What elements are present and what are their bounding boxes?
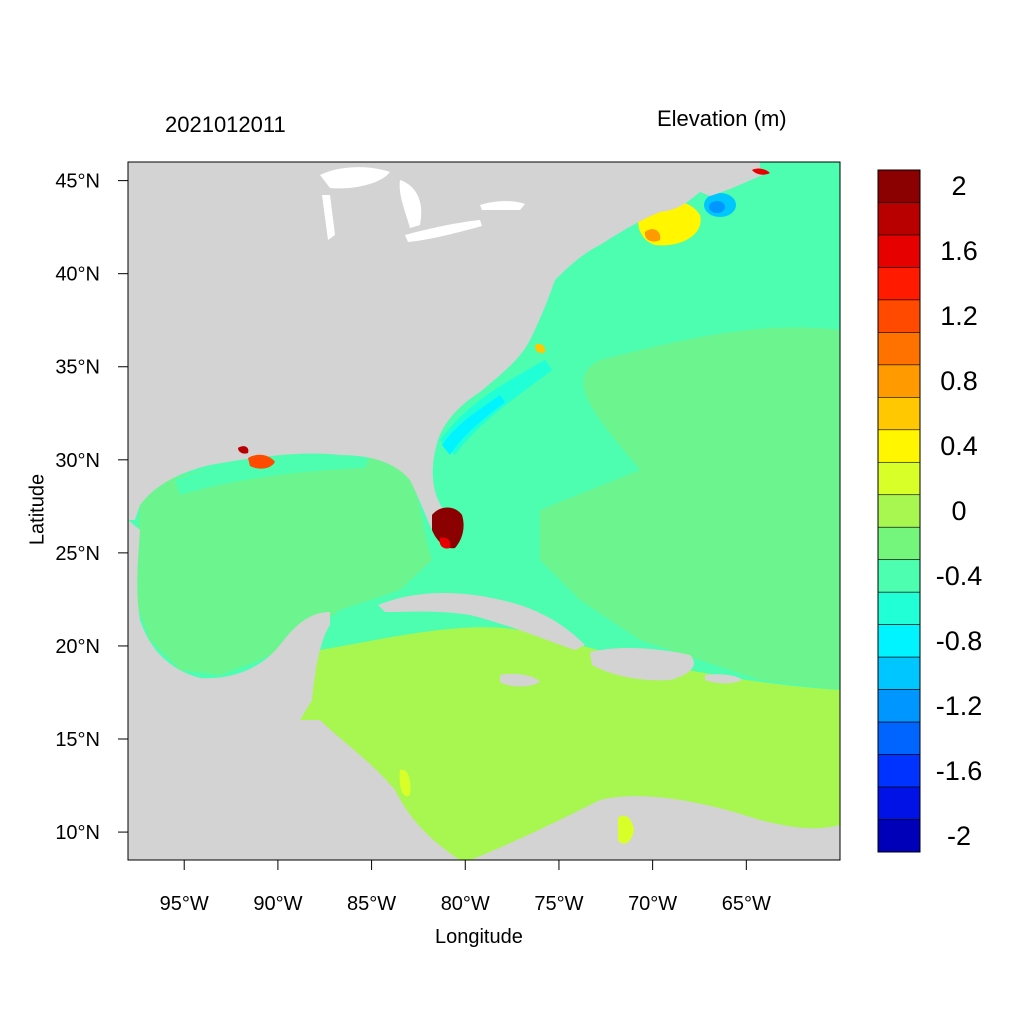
x-tick-label: 70°W [628,893,677,915]
legend-title: Elevation (m) [657,106,787,131]
gulf-north-shelf [175,454,370,495]
se-coast-minus08 [442,395,505,455]
colorbar-label: 1.2 [940,301,978,331]
x-tick-label: 95°W [160,893,209,915]
land-masses [128,162,840,860]
colorbar-level [877,494,921,528]
gulf-of-mexico [135,454,432,675]
colorbar-level [877,267,921,301]
colorbar-level [877,689,921,723]
colorbar-level [877,786,921,820]
x-tick-label: 90°W [253,893,302,915]
y-tick-label: 40°N [55,264,100,286]
colorbar-level [877,169,921,203]
colorbar-level [877,397,921,431]
nicaragua-coast-high [399,769,411,797]
colorbar-label: 1.6 [940,236,978,266]
colorbar-label: -0.4 [936,561,983,591]
y-tick-label: 25°N [55,543,100,565]
colorbar-label: -2 [947,821,971,851]
x-tick-label: 75°W [534,893,583,915]
north-america-land [128,162,760,541]
colorbar-label: 0.8 [940,366,978,396]
colorbar-label: -1.6 [936,756,983,786]
colorbar-level [877,429,921,463]
colorbar-level [877,819,921,853]
x-tick-label: 85°W [347,893,396,915]
y-tick-label: 45°N [55,171,100,193]
colorbar-label: 0 [951,496,966,526]
colorbar-label: 2 [951,171,966,201]
venezuela-gulf-high [618,815,634,844]
colorbar-frame [877,169,921,853]
central-america-land [128,720,460,860]
y-tick-label: 20°N [55,636,100,658]
timestamp-label: 2021012011 [165,112,286,137]
louisiana-surge [248,454,275,469]
louisiana-surge-core [238,446,249,454]
x-axis-label: Longitude [435,926,523,948]
south-florida-surge-edge [439,537,451,549]
colorbar-level [877,234,921,268]
colorbar-level [877,656,921,690]
colorbar-level [877,754,921,788]
lake-huron [399,180,422,228]
y-axis-ticks: 45°N 40°N 35°N 30°N 25°N 20°N 15°N 10°N [55,171,128,844]
mexico-land [128,520,330,720]
x-tick-label: 80°W [441,893,490,915]
south-florida-surge [432,507,464,549]
scotian-shelf-core [709,201,725,213]
y-tick-label: 10°N [55,822,100,844]
colorbar-level [877,299,921,333]
lake-erie [405,220,482,242]
map-frame [127,161,841,861]
y-tick-label: 30°N [55,450,100,472]
colorbar-level [877,721,921,755]
south-america-land [470,796,840,860]
x-tick-label: 65°W [722,893,771,915]
nova-scotia-land [700,168,770,196]
x-axis-ticks: 95°W 90°W 85°W 80°W 75°W 70°W 65°W [160,860,771,915]
colorbar-level [877,461,921,496]
lake-superior [320,167,390,189]
mid-atlantic-surge [535,343,546,354]
map-plot-area [128,162,840,860]
lake-ontario [480,201,525,210]
hispaniola-land [590,648,694,681]
gulf-of-maine-orange [644,229,661,242]
colorbar-level [877,591,921,625]
colorbar-level [877,364,921,398]
maine-surge [752,168,770,175]
puerto-rico-land [705,674,742,684]
colorbar-label: -0.8 [936,626,983,656]
colorbar-level [877,202,921,236]
colorbar-label: 0.4 [940,431,978,461]
colorbar-level [877,526,921,561]
colorbar-level [877,624,921,658]
jamaica-land [500,673,540,687]
lake-michigan [322,195,335,240]
colorbar: 2 1.6 1.2 0.8 0.4 0 -0.4 -0.8 -1.2 -1.6 -2 [877,169,983,853]
colorbar-label: -1.2 [936,691,983,721]
y-tick-label: 15°N [55,729,100,751]
cuba-land [378,592,585,650]
great-lakes [320,167,525,242]
atlantic-minus02 [540,327,840,690]
colorbar-level [877,332,921,366]
y-tick-label: 35°N [55,357,100,379]
colorbar-level [877,559,921,593]
